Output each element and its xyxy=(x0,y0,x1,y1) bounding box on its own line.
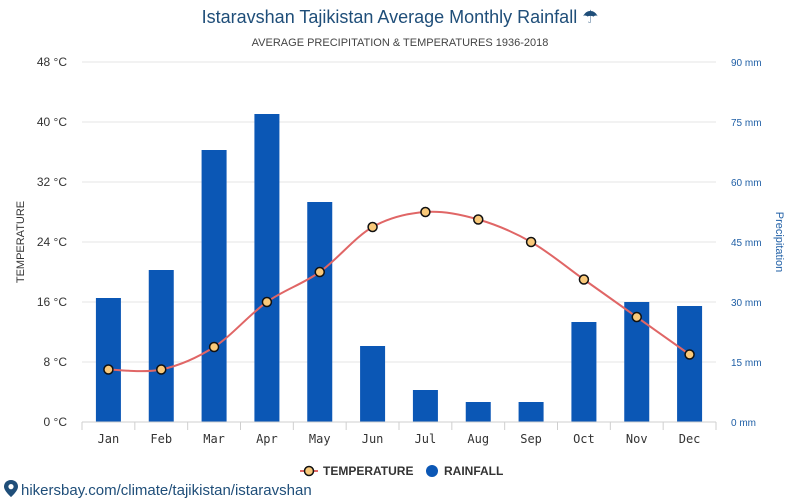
rainfall-bars xyxy=(95,114,703,422)
temperature-point xyxy=(525,236,537,248)
temperature-line xyxy=(108,210,691,373)
temperature-point xyxy=(578,274,590,285)
y-right-tick-label: 0 mm xyxy=(731,418,756,429)
x-tick-label: Sep xyxy=(520,432,542,446)
y-right-tick-label: 90 mm xyxy=(731,58,762,69)
x-tick-label: Dec xyxy=(679,432,701,446)
x-tick-label: Feb xyxy=(150,432,172,446)
x-tick-label: Jul xyxy=(415,432,437,446)
y-left-tick-label: 48 °C xyxy=(37,55,67,69)
y-axis-left: 0 °C 8 °C 16 °C 24 °C 32 °C 40 °C 48 °C xyxy=(37,55,67,429)
legend-rainfall-label: RAINFALL xyxy=(444,464,503,478)
x-tick-label: May xyxy=(309,432,331,446)
x-tick-label: Jun xyxy=(362,432,384,446)
y-axis-right-label: Precipitation xyxy=(773,212,785,273)
legend: TEMPERATURE RAINFALL xyxy=(300,464,503,478)
rainfall-bar xyxy=(254,114,280,422)
x-tick-label: Nov xyxy=(626,432,648,446)
x-tick-label: Oct xyxy=(573,432,595,446)
rainfall-bar xyxy=(412,390,438,422)
location-pin-icon xyxy=(4,480,18,497)
legend-temperature-label: TEMPERATURE xyxy=(323,464,413,478)
y-axis-right: 0 mm 15 mm 30 mm 45 mm 60 mm 75 mm 90 mm xyxy=(731,58,762,429)
rainfall-bar xyxy=(465,402,491,422)
y-left-tick-label: 8 °C xyxy=(44,355,68,369)
y-right-tick-label: 45 mm xyxy=(731,238,762,249)
rainfall-bar xyxy=(677,306,703,422)
temperature-point xyxy=(314,266,325,278)
y-axis-left-label: TEMPERATURE xyxy=(15,201,27,283)
temperature-point xyxy=(631,311,642,323)
x-tick-label: Apr xyxy=(256,432,278,446)
y-right-tick-label: 60 mm xyxy=(731,178,762,189)
temperature-point xyxy=(473,214,484,225)
rainfall-bar xyxy=(201,150,227,422)
x-axis: Jan Feb Mar Apr May Jun Jul Aug Sep Oct Nov Dec xyxy=(81,421,717,446)
rainfall-bar xyxy=(95,298,121,422)
rainfall-bar xyxy=(148,270,174,422)
x-tick-label: Aug xyxy=(467,432,489,446)
y-left-tick-label: 0 °C xyxy=(44,415,68,429)
y-right-tick-label: 15 mm xyxy=(731,358,762,369)
chart-subtitle: AVERAGE PRECIPITATION & TEMPERATURES 193… xyxy=(252,37,549,49)
rainfall-bar xyxy=(307,202,333,422)
grid-lines xyxy=(82,61,716,363)
temperature-point xyxy=(156,364,167,375)
source-url[interactable]: hikersbay.com/climate/tajikistan/istarav… xyxy=(21,482,312,499)
temperature-point xyxy=(261,296,273,308)
legend-temperature-marker xyxy=(303,465,315,477)
source-link[interactable]: hikersbay.com/climate/tajikistan/istarav… xyxy=(4,480,312,499)
temperature-point xyxy=(367,221,378,233)
y-left-tick-label: 16 °C xyxy=(37,295,67,309)
y-right-tick-label: 30 mm xyxy=(731,298,762,309)
y-right-tick-label: 75 mm xyxy=(731,118,762,129)
temperature-point xyxy=(684,349,695,360)
chart-title: Istaravshan Tajikistan Average Monthly R… xyxy=(202,7,599,27)
legend-rainfall-marker xyxy=(426,465,438,477)
y-left-tick-label: 40 °C xyxy=(37,115,67,129)
temperature-line-layer xyxy=(103,206,695,375)
rainfall-bar xyxy=(518,402,544,422)
y-left-tick-label: 24 °C xyxy=(37,235,67,249)
rainfall-bar xyxy=(360,346,386,422)
x-tick-label: Mar xyxy=(203,432,225,446)
temperature-point xyxy=(103,364,114,375)
temperature-point xyxy=(420,206,431,218)
x-tick-label: Jan xyxy=(98,432,120,446)
y-left-tick-label: 32 °C xyxy=(37,175,67,189)
rainfall-bar xyxy=(571,322,597,422)
temperature-point xyxy=(208,341,220,353)
